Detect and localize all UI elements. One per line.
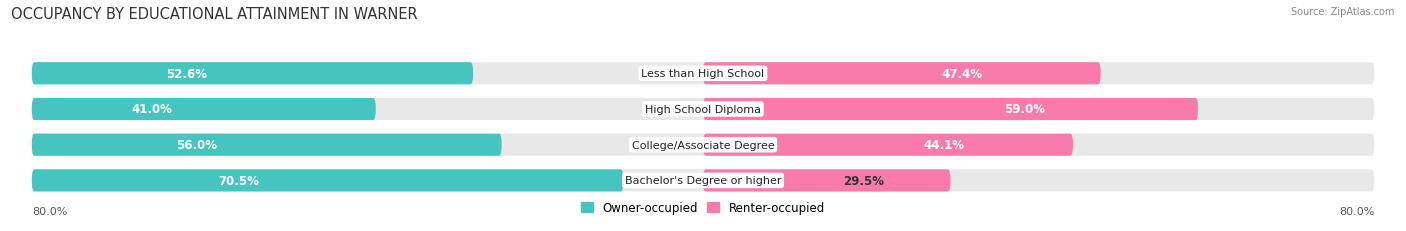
Text: 29.5%: 29.5% — [844, 174, 884, 187]
FancyBboxPatch shape — [32, 63, 1374, 85]
Text: Less than High School: Less than High School — [641, 69, 765, 79]
FancyBboxPatch shape — [32, 98, 375, 121]
FancyBboxPatch shape — [703, 63, 1101, 85]
Text: 80.0%: 80.0% — [32, 206, 67, 216]
Text: Source: ZipAtlas.com: Source: ZipAtlas.com — [1291, 7, 1395, 17]
Text: 56.0%: 56.0% — [176, 139, 217, 152]
Legend: Owner-occupied, Renter-occupied: Owner-occupied, Renter-occupied — [581, 201, 825, 214]
Text: 52.6%: 52.6% — [166, 67, 207, 80]
Text: 70.5%: 70.5% — [218, 174, 259, 187]
Text: 59.0%: 59.0% — [1004, 103, 1045, 116]
FancyBboxPatch shape — [703, 134, 1073, 156]
FancyBboxPatch shape — [32, 134, 502, 156]
Text: 47.4%: 47.4% — [941, 67, 981, 80]
FancyBboxPatch shape — [32, 170, 1374, 192]
FancyBboxPatch shape — [32, 63, 472, 85]
Text: 80.0%: 80.0% — [1339, 206, 1374, 216]
Text: College/Associate Degree: College/Associate Degree — [631, 140, 775, 150]
FancyBboxPatch shape — [32, 170, 623, 192]
Text: 44.1%: 44.1% — [922, 139, 965, 152]
FancyBboxPatch shape — [703, 170, 950, 192]
Text: OCCUPANCY BY EDUCATIONAL ATTAINMENT IN WARNER: OCCUPANCY BY EDUCATIONAL ATTAINMENT IN W… — [11, 7, 418, 22]
Text: Bachelor's Degree or higher: Bachelor's Degree or higher — [624, 176, 782, 185]
Text: 41.0%: 41.0% — [132, 103, 173, 116]
FancyBboxPatch shape — [32, 98, 1374, 121]
Text: High School Diploma: High School Diploma — [645, 104, 761, 115]
FancyBboxPatch shape — [32, 134, 1374, 156]
FancyBboxPatch shape — [703, 98, 1198, 121]
